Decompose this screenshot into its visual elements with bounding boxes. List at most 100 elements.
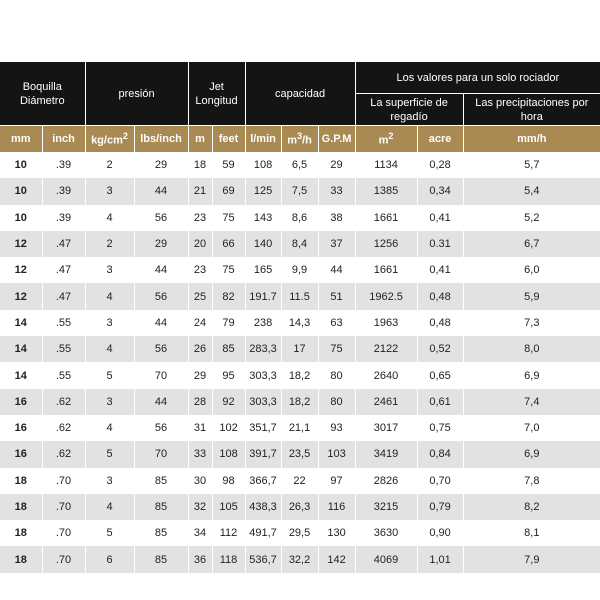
cell-gpm: 44 bbox=[317, 257, 356, 284]
unit-kg-cm2: kg/cm2 bbox=[84, 125, 135, 152]
cell-lmin: 140 bbox=[244, 230, 282, 258]
cell-mm: 12 bbox=[0, 230, 43, 258]
cell-mmh: 7,8 bbox=[462, 467, 600, 494]
cell-gpm: 29 bbox=[317, 152, 356, 179]
single-sprinkler-header: Los valores para un solo rociador bbox=[354, 61, 600, 94]
cell-acre: 0,52 bbox=[416, 336, 464, 363]
cell-feet: 102 bbox=[211, 414, 246, 442]
cell-mm: 10 bbox=[0, 178, 43, 205]
unit-m2-sup: 2 bbox=[388, 131, 394, 142]
table-row: 16.62 5 70 33 108 391,7 23,5 103 3419 0,84 6,9 bbox=[0, 441, 600, 468]
table-row: 14.55 5 70 29 95 303,3 18,2 80 2640 0,65 6,9 bbox=[0, 362, 600, 389]
cell-feet: 108 bbox=[211, 441, 246, 468]
cell-lbs: 70 bbox=[133, 441, 189, 468]
cell-acre: 0,75 bbox=[416, 414, 464, 442]
cell-gpm: 80 bbox=[317, 388, 356, 415]
units-row: mm inch kg/cm2 lbs/inch m feet l/min m3/… bbox=[0, 125, 600, 152]
cell-lbs: 44 bbox=[133, 178, 189, 205]
cell-mm: 14 bbox=[0, 309, 43, 337]
cell-m3h: 14,3 bbox=[280, 309, 319, 337]
cell-gpm: 38 bbox=[317, 204, 356, 231]
table-row: 18.70 5 85 34 112 491,7 29,5 130 3630 0,90 8,1 bbox=[0, 520, 600, 547]
cell-m3h: 9,9 bbox=[280, 257, 319, 284]
cell-kg: 2 bbox=[84, 230, 135, 258]
cell-mm: 14 bbox=[0, 336, 43, 363]
cell-mmh: 7,0 bbox=[462, 414, 600, 442]
cell-lbs: 44 bbox=[133, 257, 189, 284]
cell-kg: 6 bbox=[84, 546, 135, 573]
cell-m3h: 32,2 bbox=[280, 546, 319, 573]
cell-gpm: 37 bbox=[317, 230, 356, 258]
cell-inch: .55 bbox=[41, 362, 86, 389]
cell-feet: 75 bbox=[211, 204, 246, 231]
cell-feet: 112 bbox=[211, 520, 246, 547]
cell-acre: 0,90 bbox=[416, 520, 464, 547]
cell-gpm: 103 bbox=[317, 441, 356, 468]
cell-gpm: 97 bbox=[317, 467, 356, 494]
cell-mm: 16 bbox=[0, 414, 43, 442]
cell-mmh: 6,7 bbox=[462, 230, 600, 258]
cell-m: 36 bbox=[187, 546, 213, 573]
cell-feet: 92 bbox=[211, 388, 246, 415]
cell-gpm: 93 bbox=[317, 414, 356, 442]
cell-lmin: 351,7 bbox=[244, 414, 282, 442]
cell-kg: 3 bbox=[84, 467, 135, 494]
cell-kg: 4 bbox=[84, 336, 135, 363]
cell-lmin: 391,7 bbox=[244, 441, 282, 468]
cell-mmh: 6,0 bbox=[462, 257, 600, 284]
cell-mm: 18 bbox=[0, 520, 43, 547]
cell-m3h: 23,5 bbox=[280, 441, 319, 468]
cell-acre: 0,84 bbox=[416, 441, 464, 468]
cell-lbs: 29 bbox=[133, 230, 189, 258]
cell-acre: 1,01 bbox=[416, 546, 464, 573]
unit-kg-cm2-text: kg/cm bbox=[91, 134, 123, 147]
precipitation-header: Las precipitaciones por hora bbox=[462, 93, 600, 126]
cell-lbs: 70 bbox=[133, 362, 189, 389]
table-row: 12.47 3 44 23 75 165 9,9 44 1661 0,41 6,0 bbox=[0, 257, 600, 284]
cell-inch: .47 bbox=[41, 257, 86, 284]
table-row: 10.39 2 29 18 59 108 6,5 29 1134 0,28 5,7 bbox=[0, 152, 600, 179]
cell-gpm: 63 bbox=[317, 309, 356, 337]
cell-lmin: 191.7 bbox=[244, 283, 282, 310]
table-body: 10.39 2 29 18 59 108 6,5 29 1134 0,28 5,7 10.39 3 44 2… bbox=[0, 152, 600, 573]
cell-mm: 18 bbox=[0, 467, 43, 494]
pressure-header: presión bbox=[84, 61, 189, 126]
cell-m: 31 bbox=[187, 414, 213, 442]
cell-mmh: 5,9 bbox=[462, 283, 600, 310]
cell-lbs: 85 bbox=[133, 467, 189, 494]
capacity-header: capacidad bbox=[244, 61, 356, 126]
table-row: 18.70 4 85 32 105 438,3 26,3 116 3215 0,79 8,2 bbox=[0, 493, 600, 521]
cell-mmh: 5,2 bbox=[462, 204, 600, 231]
table-row: 10.39 3 44 21 69 125 7,5 33 1385 0,34 5,4 bbox=[0, 178, 600, 205]
cell-inch: .70 bbox=[41, 467, 86, 494]
cell-inch: .62 bbox=[41, 388, 86, 415]
cell-mmh: 7,4 bbox=[462, 388, 600, 415]
cell-m2: 2826 bbox=[354, 467, 418, 494]
nozzle-diameter-header: Boquilla Diámetro bbox=[0, 61, 86, 126]
cell-lmin: 366,7 bbox=[244, 467, 282, 494]
unit-m3-h-text: m bbox=[287, 134, 297, 147]
cell-m3h: 18,2 bbox=[280, 362, 319, 389]
cell-feet: 105 bbox=[211, 493, 246, 521]
cell-m3h: 7,5 bbox=[280, 178, 319, 205]
table-row: 12.47 2 29 20 66 140 8,4 37 1256 0.31 6,7 bbox=[0, 230, 600, 258]
cell-kg: 2 bbox=[84, 152, 135, 179]
unit-gpm: G.P.M bbox=[317, 125, 356, 152]
table-row: 12.47 4 56 25 82 191.7 11.5 51 1962.5 0,48 5,9 bbox=[0, 283, 600, 310]
table-row: 14.55 3 44 24 79 238 14,3 63 1963 0,48 7,3 bbox=[0, 309, 600, 337]
cell-inch: .47 bbox=[41, 230, 86, 258]
cell-m2: 3215 bbox=[354, 493, 418, 521]
cell-feet: 79 bbox=[211, 309, 246, 337]
cell-mm: 10 bbox=[0, 204, 43, 231]
unit-acre: acre bbox=[416, 125, 464, 152]
cell-m: 20 bbox=[187, 230, 213, 258]
cell-lbs: 44 bbox=[133, 388, 189, 415]
cell-feet: 95 bbox=[211, 362, 246, 389]
cell-kg: 5 bbox=[84, 441, 135, 468]
cell-m2: 1134 bbox=[354, 152, 418, 179]
cell-kg: 5 bbox=[84, 362, 135, 389]
cell-m2: 1661 bbox=[354, 257, 418, 284]
cell-lmin: 536,7 bbox=[244, 546, 282, 573]
cell-m: 25 bbox=[187, 283, 213, 310]
cell-mmh: 7,3 bbox=[462, 309, 600, 337]
